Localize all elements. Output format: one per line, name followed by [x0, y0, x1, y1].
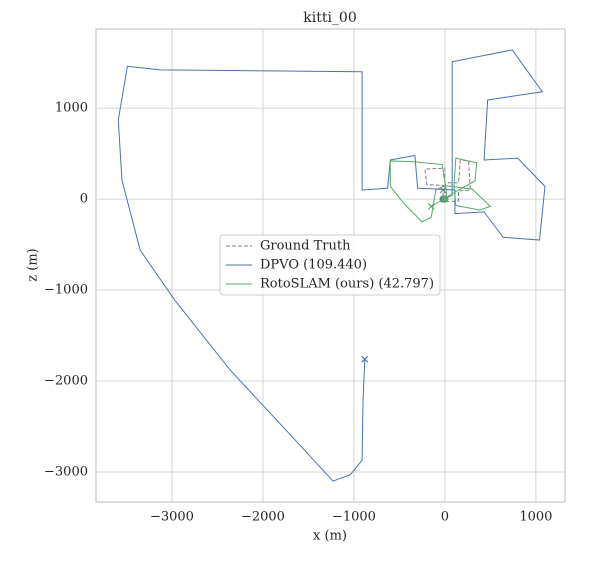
legend-label: DPVO (109.440) [260, 258, 367, 273]
trajectory-line [389, 157, 492, 223]
x-tick-label: −2000 [241, 510, 285, 525]
trajectory-line [424, 159, 471, 203]
y-tick-label: −1000 [44, 283, 88, 298]
y-tick-label: −3000 [44, 464, 88, 479]
end-marker [361, 355, 369, 363]
x-tick-label: −1000 [332, 510, 376, 525]
x-tick-label: 0 [441, 510, 449, 525]
x-tick-label: 1000 [519, 510, 552, 525]
start-marker [441, 195, 449, 203]
legend-label: Ground Truth [260, 239, 351, 254]
end-marker [439, 186, 447, 194]
legend-box [219, 234, 441, 296]
y-tick-label: −2000 [44, 374, 88, 389]
legend-label: RotoSLAM (ours) (42.797) [260, 277, 434, 292]
y-axis-label: z (m) [26, 248, 41, 281]
trajectory-line [117, 49, 546, 482]
y-tick-label: 1000 [55, 101, 88, 116]
x-axis-label: x (m) [313, 529, 347, 544]
chart-title: kitti_00 [303, 10, 357, 26]
end-marker [427, 202, 435, 210]
x-tick-label: −3000 [150, 510, 194, 525]
y-tick-label: 0 [80, 192, 88, 207]
